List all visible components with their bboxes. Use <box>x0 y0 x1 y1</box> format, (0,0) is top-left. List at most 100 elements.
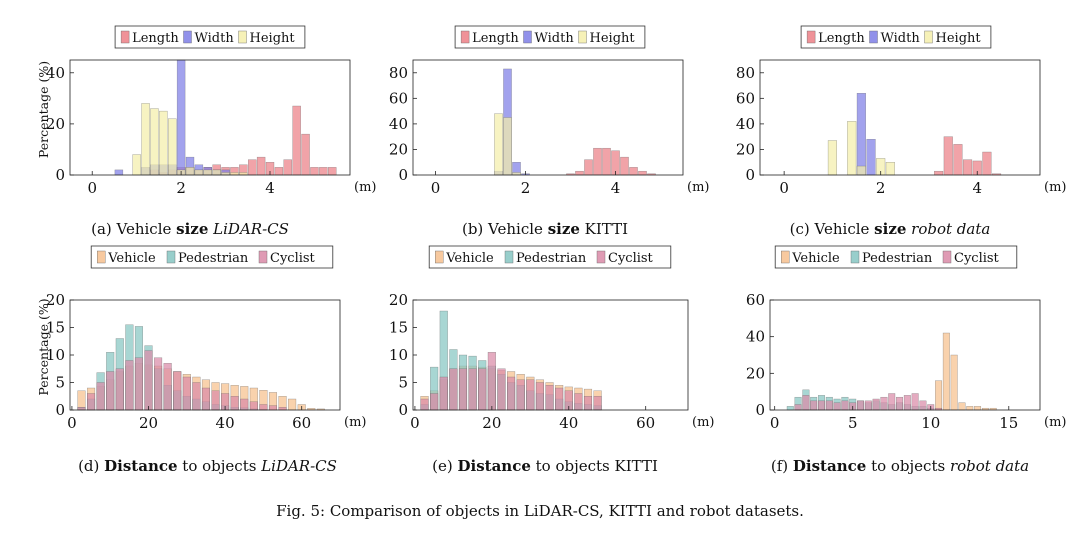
x-axis-label: (m) <box>1044 415 1066 430</box>
bar-length <box>292 105 301 176</box>
bar-cyclist <box>919 400 927 411</box>
bar-cyclist <box>106 371 115 411</box>
y-tick-label: 80 <box>736 64 755 82</box>
caption-f: (f) Distance to objects robot data <box>770 457 1030 475</box>
legend-label-height: Height <box>936 31 982 46</box>
x-tick-label: 0 <box>431 179 441 197</box>
y-tick-label: 15 <box>46 319 65 337</box>
legend-box <box>800 25 992 49</box>
bar-cyclist <box>125 360 134 411</box>
y-tick-label: 60 <box>746 291 765 309</box>
legend-box <box>774 245 1018 269</box>
bar-cyclist <box>420 398 429 411</box>
legend-label-vehicle: Vehicle <box>791 251 840 266</box>
bar-cyclist <box>259 404 268 411</box>
bar-cyclist <box>468 368 477 411</box>
y-tick-label: 20 <box>746 364 765 382</box>
legend-label-length: Length <box>132 31 179 46</box>
bar-cyclist <box>134 357 143 411</box>
bar-cyclist <box>87 393 96 411</box>
bar-vehicle <box>288 398 297 411</box>
bar-cyclist <box>507 376 516 411</box>
bar-cyclist <box>497 368 506 411</box>
bar-height <box>212 169 221 176</box>
bar-vehicle <box>974 406 982 411</box>
bar-length <box>602 147 611 176</box>
bar-length <box>256 156 266 176</box>
caption-e: (e) Distance to objects KITTI <box>432 457 658 475</box>
bar-cyclist <box>864 400 872 411</box>
caption-d: (d) Distance to objects LiDAR-CS <box>78 457 337 475</box>
x-tick-label: 0 <box>410 414 420 432</box>
legend-swatch-cyclist <box>258 250 268 264</box>
y-tick-label: 40 <box>746 328 765 346</box>
y-tick-label: 0 <box>398 401 408 419</box>
bar-cyclist <box>583 396 593 411</box>
bar-length <box>982 151 992 176</box>
bar-height <box>150 108 159 176</box>
bar-length <box>575 170 584 176</box>
bar-cyclist <box>555 387 564 411</box>
bar-height <box>847 121 857 176</box>
legend-swatch-width <box>183 30 192 44</box>
y-tick-label: 80 <box>389 64 408 82</box>
bar-cyclist <box>535 382 544 411</box>
y-tick-label: 10 <box>389 346 408 364</box>
bar-length <box>943 136 953 176</box>
bar-cyclist <box>574 393 583 411</box>
bar-cyclist <box>115 368 124 411</box>
legend-swatch-cyclist <box>942 250 952 264</box>
legend: Length Width Height <box>800 25 992 49</box>
y-tick-label: 20 <box>389 140 408 158</box>
bar-length <box>319 167 328 176</box>
x-tick-label: 2 <box>876 179 886 197</box>
bar-cyclist <box>163 363 172 411</box>
bar-cyclist <box>841 400 849 411</box>
bar-width <box>866 139 876 176</box>
legend: Length Width Height <box>454 25 646 49</box>
y-tick-label: 20 <box>389 291 408 309</box>
bar-cyclist <box>593 396 602 411</box>
bar-cyclist <box>430 393 439 411</box>
bar-vehicle <box>942 332 950 411</box>
bar-length <box>629 167 638 176</box>
bar-cyclist <box>545 385 554 411</box>
bar-cyclist <box>478 368 487 411</box>
bar-cyclist <box>173 371 182 411</box>
bar-length <box>301 133 310 176</box>
legend-swatch-height <box>238 30 247 44</box>
y-tick-label: 10 <box>46 346 65 364</box>
bar-cyclist <box>77 407 86 411</box>
bar-height <box>885 162 895 176</box>
bar-cyclist <box>888 393 896 411</box>
y-tick-label: 15 <box>389 319 408 337</box>
y-tick-label: 0 <box>745 166 755 184</box>
x-tick-label: 40 <box>559 414 578 432</box>
x-tick-label: 20 <box>482 414 501 432</box>
legend-swatch-length <box>806 30 816 44</box>
legend: Vehicle Pedestrian Cyclist <box>774 245 1018 269</box>
legend-label-cyclist: Cyclist <box>270 251 316 266</box>
y-tick-label: 20 <box>46 291 65 309</box>
bar-cyclist <box>802 395 810 411</box>
x-tick-label: 15 <box>999 414 1018 432</box>
legend-label-width: Width <box>535 31 575 46</box>
x-tick-label: 4 <box>611 179 621 197</box>
legend-label-length: Length <box>472 31 519 46</box>
legend-swatch-pedestrian <box>850 250 860 264</box>
x-axis-label: (m) <box>687 180 709 195</box>
bar-cyclist <box>182 376 191 411</box>
legend-swatch-pedestrian <box>166 250 176 264</box>
bar-cyclist <box>449 368 458 411</box>
legend-box <box>428 245 672 269</box>
bar-length <box>593 147 602 176</box>
bar-height <box>494 113 503 176</box>
legend-label-width: Width <box>195 31 235 46</box>
axes-frame <box>759 59 1041 176</box>
x-tick-label: 2 <box>176 179 186 197</box>
bar-cyclist <box>872 398 880 411</box>
y-tick-label: 60 <box>389 89 408 107</box>
bar-width <box>114 169 124 176</box>
bar-cyclist <box>268 405 278 411</box>
